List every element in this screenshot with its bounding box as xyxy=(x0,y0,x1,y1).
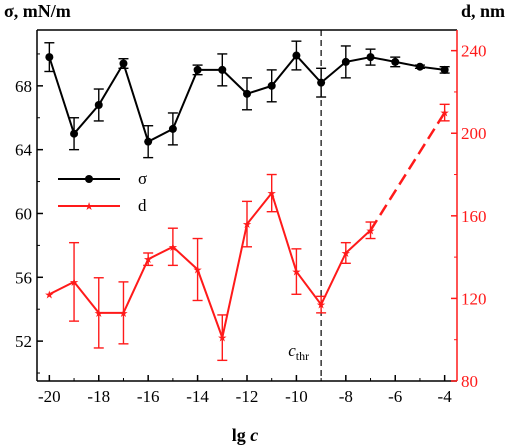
sigma-point xyxy=(267,81,276,90)
sigma-point xyxy=(292,51,301,60)
threshold-label-main: c xyxy=(288,341,296,360)
threshold-label: cthr xyxy=(288,341,309,363)
d-point: ★ xyxy=(94,308,104,320)
legend-d-marker: ★ xyxy=(84,201,94,213)
y-left-tick-label: 56 xyxy=(15,268,32,287)
d-point: ★ xyxy=(193,265,203,277)
x-tick-label: -4 xyxy=(438,387,453,406)
y-right-tick-label: 120 xyxy=(461,289,487,308)
d-point: ★ xyxy=(291,267,301,279)
y-left-title: σ, mN/m xyxy=(4,1,71,21)
x-tick-label: -8 xyxy=(339,387,353,406)
x-tick-label: -20 xyxy=(38,387,61,406)
x-axis-title-main: lg xyxy=(232,425,251,445)
legend: σ ★ d xyxy=(58,169,147,215)
d-point: ★ xyxy=(168,242,178,254)
sigma-point xyxy=(415,62,424,71)
y-left-tick-label: 60 xyxy=(15,204,32,223)
sigma-point xyxy=(218,65,227,74)
d-point: ★ xyxy=(267,188,277,200)
plot-area: -20 -18 -16 -14 -12 -10 -8 -6 -4 52 56 60 64 68 80 120 1… xyxy=(15,30,487,406)
sigma-point xyxy=(94,100,103,109)
sigma-point xyxy=(70,129,79,138)
sigma-point xyxy=(366,53,375,62)
d-point: ★ xyxy=(316,300,326,312)
d-point: ★ xyxy=(366,225,376,237)
x-axis-title-var: c xyxy=(250,425,258,445)
legend-sigma-marker xyxy=(85,175,93,183)
x-tick-label: -6 xyxy=(388,387,402,406)
sigma-point xyxy=(440,65,449,74)
d-series-line xyxy=(48,191,372,342)
d-series-dashed-line xyxy=(369,111,446,231)
y-right-tick-label: 240 xyxy=(461,42,487,61)
x-tick-label: -10 xyxy=(285,387,308,406)
d-point: ★ xyxy=(44,289,54,301)
y-right-title: d, nm xyxy=(461,1,505,21)
sigma-point xyxy=(243,89,251,98)
d-point: ★ xyxy=(143,254,153,266)
x-axis-title: lg c xyxy=(232,425,259,445)
sigma-point xyxy=(193,65,202,74)
sigma-point xyxy=(168,124,177,133)
y-left-tick-label: 52 xyxy=(15,332,32,351)
d-point: ★ xyxy=(242,219,252,231)
sigma-point xyxy=(144,137,153,146)
d-point: ★ xyxy=(119,308,129,320)
threshold-label-sub: thr xyxy=(296,349,309,363)
d-point: ★ xyxy=(440,108,450,120)
d-point: ★ xyxy=(69,277,79,289)
sigma-point xyxy=(119,59,128,68)
y-left-tick-label: 68 xyxy=(15,77,32,96)
legend-d-label: d xyxy=(138,196,147,215)
d-point: ★ xyxy=(217,333,227,345)
legend-sigma-label: σ xyxy=(138,169,147,188)
x-tick-label: -18 xyxy=(87,387,110,406)
x-tick-label: -16 xyxy=(137,387,160,406)
x-tick-label: -12 xyxy=(236,387,259,406)
x-tick-label: -14 xyxy=(186,387,209,406)
sigma-point xyxy=(341,57,350,66)
sigma-point xyxy=(317,78,326,87)
sigma-point xyxy=(45,53,54,62)
y-left-tick-label: 64 xyxy=(15,141,33,160)
y-right-tick-label: 200 xyxy=(461,124,487,143)
sigma-point xyxy=(391,57,400,66)
y-right-tick-label: 80 xyxy=(461,372,478,391)
y-right-tick-label: 160 xyxy=(461,207,487,226)
d-point: ★ xyxy=(341,248,351,260)
